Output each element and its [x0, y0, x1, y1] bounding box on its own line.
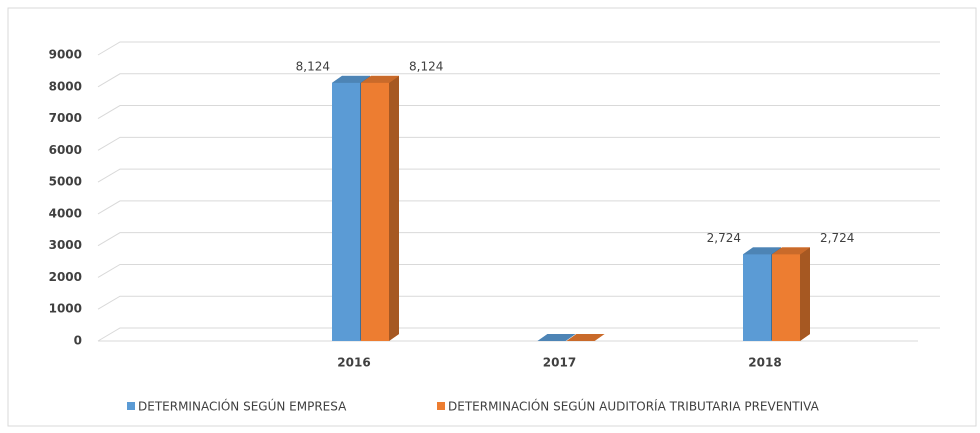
- grid-line: [97, 136, 940, 151]
- data-label: 2,724: [820, 231, 854, 245]
- bar-side: [800, 247, 810, 341]
- chart-frame: [7, 7, 977, 427]
- bar-top: [332, 75, 370, 83]
- data-label: 8,124: [296, 59, 330, 73]
- legend-swatch: [127, 402, 135, 410]
- y-tick-label: 7000: [49, 111, 82, 125]
- x-tick-label: 2018: [748, 356, 781, 370]
- grid-line: [97, 168, 940, 183]
- data-label: 2,724: [707, 231, 741, 245]
- bar-top: [566, 334, 605, 341]
- y-tick-label: 6000: [49, 143, 82, 157]
- y-tick-label: 2000: [49, 270, 82, 284]
- y-tick-label: 4000: [49, 206, 82, 220]
- bar-side: [389, 75, 399, 341]
- bar-top: [537, 334, 576, 341]
- y-tick-label: 0: [74, 334, 82, 348]
- x-tick-label: 2017: [543, 356, 576, 370]
- grid-line: [97, 263, 940, 278]
- grid-line: [97, 200, 940, 215]
- y-tick-label: 3000: [49, 238, 82, 252]
- bar-top: [743, 247, 781, 255]
- x-tick-label: 2016: [337, 356, 370, 370]
- y-tick-label: 8000: [49, 79, 82, 93]
- data-label: 8,124: [409, 59, 443, 73]
- y-tick-label: 1000: [49, 302, 82, 316]
- bar-top: [361, 75, 399, 83]
- legend-label: DETERMINACIÓN SEGÚN AUDITORÍA TRIBUTARIA…: [448, 399, 820, 414]
- grid-line: [97, 295, 940, 310]
- y-tick-label: 9000: [49, 48, 82, 62]
- y-tick-label: 5000: [49, 175, 82, 189]
- grid-line: [97, 73, 940, 88]
- bar-top: [772, 247, 810, 255]
- grid-line: [97, 105, 940, 119]
- grid-line: [97, 232, 940, 247]
- legend-label: DETERMINACIÓN SEGÚN EMPRESA: [138, 399, 347, 414]
- grid-line: [97, 41, 940, 56]
- legend-swatch: [437, 402, 445, 410]
- grid-line: [97, 327, 940, 342]
